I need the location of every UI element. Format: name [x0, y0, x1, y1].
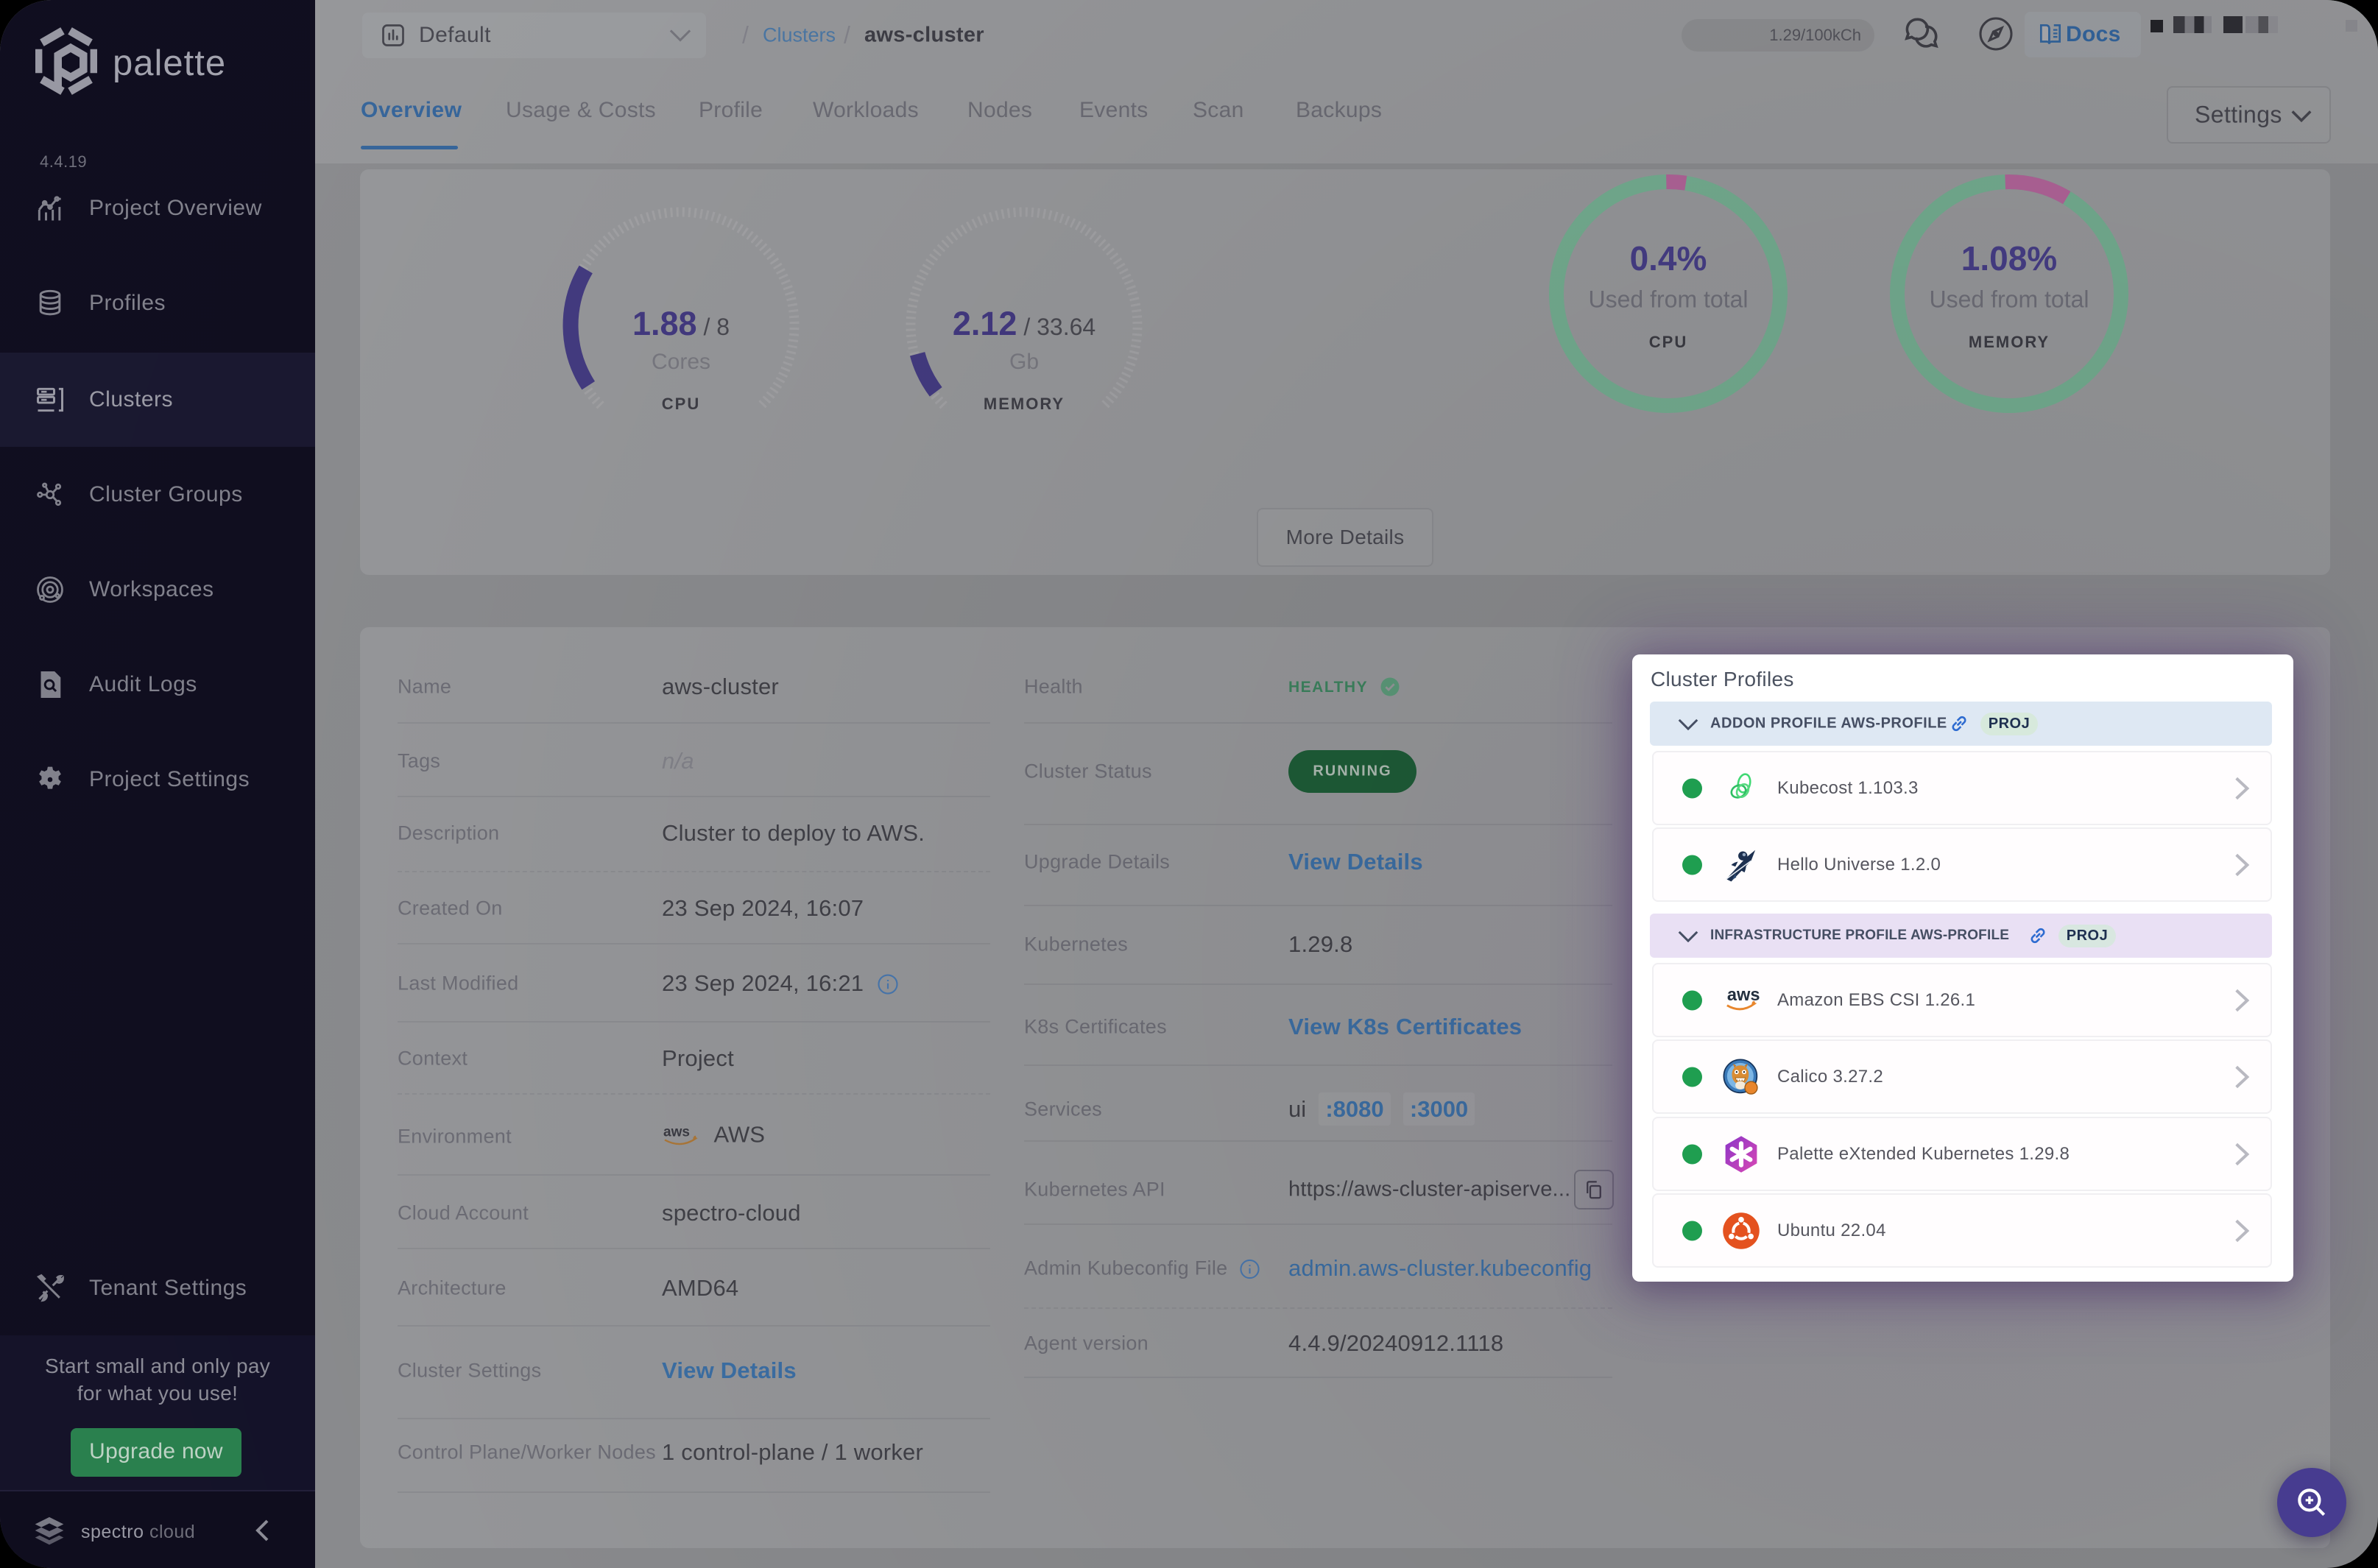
svg-text:aws: aws [1727, 986, 1760, 1005]
svg-text:aws: aws [663, 1125, 690, 1140]
